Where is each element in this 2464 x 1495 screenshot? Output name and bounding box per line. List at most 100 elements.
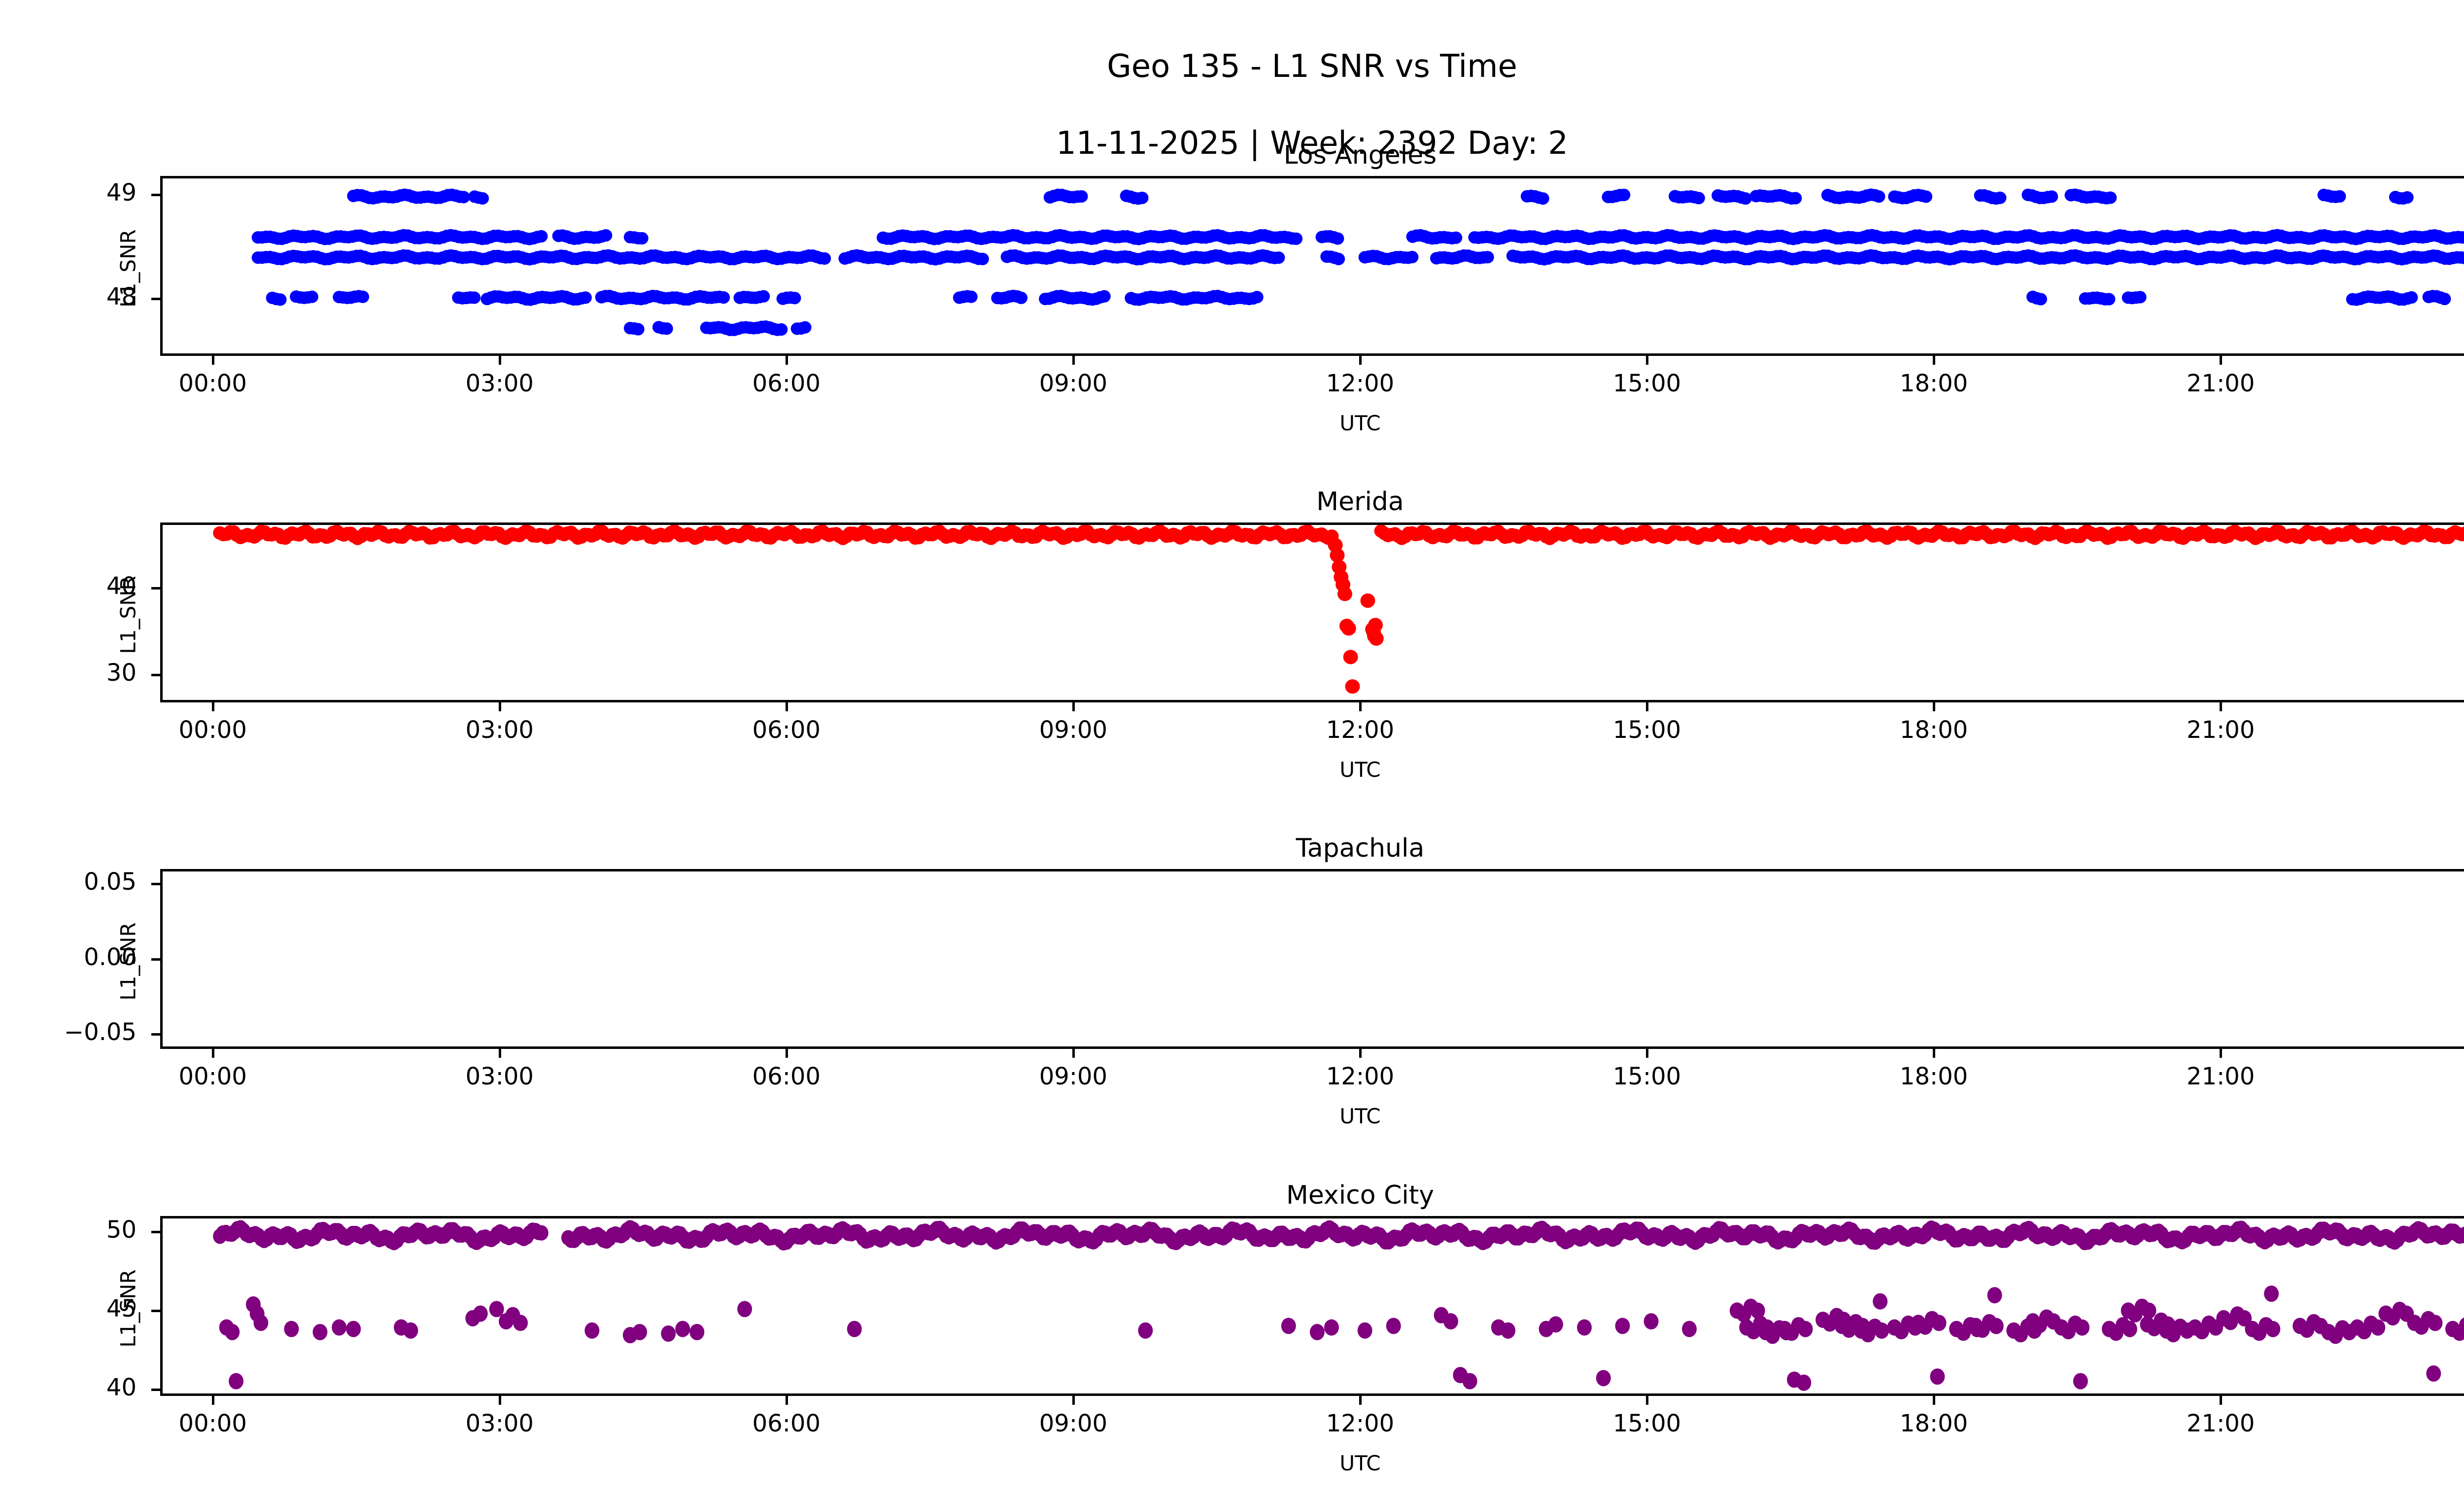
xtick-mark <box>785 356 788 365</box>
xtick-label: 06:00 <box>752 716 821 744</box>
xtick-mark <box>211 356 214 365</box>
panel-title-los-angeles: Los Angeles <box>1283 140 1437 170</box>
ytick-mark <box>151 587 160 590</box>
xtick-label: 21:00 <box>2187 1410 2255 1437</box>
xtick-label: 09:00 <box>1039 370 1108 397</box>
panel-title-mexico-city: Mexico City <box>1286 1181 1434 1210</box>
panel-mexico-city: Mexico City L1_SNR UTC <box>116 1181 2464 1475</box>
xtick-mark <box>1933 1396 1936 1405</box>
xtick-mark <box>211 1396 214 1405</box>
xtick-mark <box>1646 1396 1649 1405</box>
ytick-label: 49 <box>106 178 137 207</box>
axes-merida <box>160 522 2464 702</box>
xtick-mark <box>785 702 788 711</box>
xtick-label: 03:00 <box>465 370 534 397</box>
axes-los-angeles <box>160 176 2464 356</box>
xtick-label: 18:00 <box>1899 716 1968 744</box>
xtick-label: 03:00 <box>465 1063 534 1090</box>
xtick-label: 09:00 <box>1039 716 1108 744</box>
xtick-label: 21:00 <box>2187 1063 2255 1090</box>
xtick-mark <box>498 356 501 365</box>
xtick-label: 18:00 <box>1899 370 1968 397</box>
xtick-mark <box>1072 702 1075 711</box>
xtick-label: 12:00 <box>1326 1410 1395 1437</box>
ytick-label: 40 <box>106 572 137 600</box>
ytick-label: 50 <box>106 1216 137 1244</box>
xtick-mark <box>1359 1049 1362 1058</box>
xtick-mark <box>1933 356 1936 365</box>
xlabel-mexico-city: UTC <box>1339 1451 1381 1475</box>
ytick-mark <box>151 193 160 196</box>
xtick-label: 00:00 <box>178 1063 247 1090</box>
xtick-mark <box>1072 1049 1075 1058</box>
ytick-label: 45 <box>106 1295 137 1323</box>
xtick-label: 06:00 <box>752 1410 821 1437</box>
xtick-mark <box>2220 356 2223 365</box>
xtick-label: 00:00 <box>178 716 247 744</box>
xlabel-los-angeles: UTC <box>1339 411 1381 435</box>
axes-mexico-city <box>160 1216 2464 1396</box>
xtick-label: 15:00 <box>1612 1063 1681 1090</box>
xtick-label: 09:00 <box>1039 1063 1108 1090</box>
figure-title-line-2: 11-11-2025 | Week: 2392 Day: 2 <box>1056 125 1568 162</box>
xtick-label: 03:00 <box>465 1410 534 1437</box>
plot-area-merida <box>163 525 2464 700</box>
xtick-mark <box>1646 1049 1649 1058</box>
xtick-mark <box>785 1049 788 1058</box>
panel-merida: Merida L1_SNR UTC <box>116 487 2464 782</box>
xtick-mark <box>211 702 214 711</box>
panel-los-angeles: Los Angeles L1_SNR UTC <box>116 140 2464 435</box>
xtick-label: 18:00 <box>1899 1063 1968 1090</box>
xtick-label: 00:00 <box>2409 1410 2464 1437</box>
xtick-label: 06:00 <box>752 1063 821 1090</box>
xtick-mark <box>1359 1396 1362 1405</box>
xtick-mark <box>1933 1049 1936 1058</box>
xtick-mark <box>1359 702 1362 711</box>
xtick-mark <box>1933 702 1936 711</box>
xtick-label: 00:00 <box>2409 1063 2464 1090</box>
xtick-label: 21:00 <box>2187 716 2255 744</box>
xlabel-tapachula: UTC <box>1339 1104 1381 1128</box>
plot-area-tapachula <box>163 871 2464 1046</box>
xtick-label: 12:00 <box>1326 370 1395 397</box>
xtick-mark <box>2220 1396 2223 1405</box>
xtick-mark <box>2220 1049 2223 1058</box>
ytick-label: 0.00 <box>84 943 137 971</box>
xtick-mark <box>1072 356 1075 365</box>
xtick-mark <box>2220 702 2223 711</box>
xtick-mark <box>1072 1396 1075 1405</box>
xtick-label: 00:00 <box>2409 716 2464 744</box>
xtick-label: 12:00 <box>1326 1063 1395 1090</box>
xtick-label: 06:00 <box>752 370 821 397</box>
ytick-mark <box>151 297 160 300</box>
xtick-mark <box>1646 356 1649 365</box>
xtick-mark <box>211 1049 214 1058</box>
xtick-label: 15:00 <box>1612 1410 1681 1437</box>
ytick-label: −0.05 <box>64 1018 137 1046</box>
ytick-label: 30 <box>106 659 137 687</box>
xtick-mark <box>498 702 501 711</box>
ytick-label: 40 <box>106 1374 137 1402</box>
plot-area-mexico-city <box>163 1218 2464 1393</box>
ytick-mark <box>151 1389 160 1391</box>
panel-title-tapachula: Tapachula <box>1296 834 1425 863</box>
xtick-label: 00:00 <box>2409 370 2464 397</box>
xlabel-merida: UTC <box>1339 758 1381 782</box>
ytick-mark <box>151 883 160 886</box>
xtick-label: 15:00 <box>1612 716 1681 744</box>
xtick-label: 00:00 <box>178 370 247 397</box>
ytick-label: 0.05 <box>84 868 137 896</box>
ytick-mark <box>151 958 160 961</box>
ytick-mark <box>151 1231 160 1234</box>
xtick-label: 21:00 <box>2187 370 2255 397</box>
panel-title-merida: Merida <box>1316 487 1404 517</box>
xtick-label: 18:00 <box>1899 1410 1968 1437</box>
xtick-label: 09:00 <box>1039 1410 1108 1437</box>
ytick-mark <box>151 673 160 676</box>
ytick-label: 48 <box>106 282 137 311</box>
figure-title-line-1: Geo 135 - L1 SNR vs Time <box>1107 48 1517 85</box>
xtick-label: 00:00 <box>178 1410 247 1437</box>
plot-area-los-angeles <box>163 178 2464 353</box>
xtick-label: 12:00 <box>1326 716 1395 744</box>
